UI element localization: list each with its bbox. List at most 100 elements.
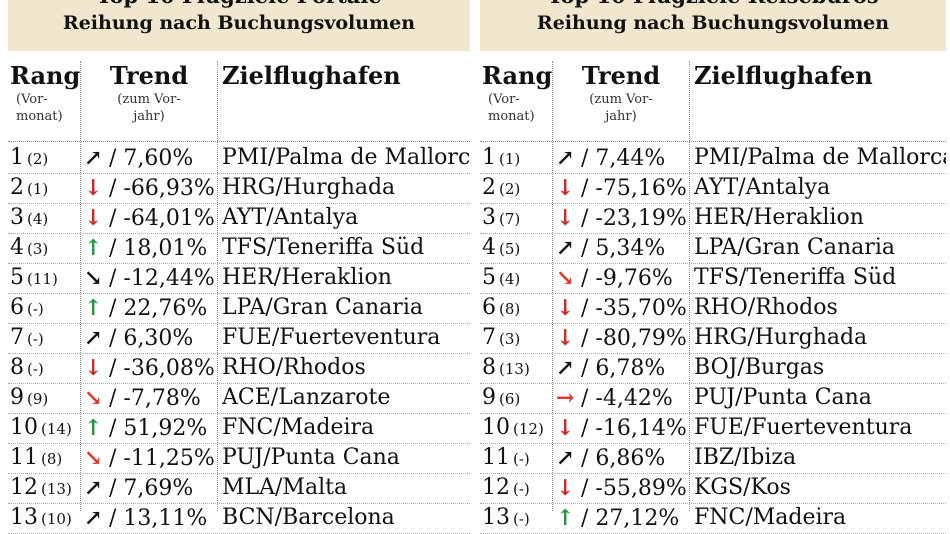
trend-cell: ↓ / -23,19% (556, 203, 689, 233)
rank-cell: 4 (3) (10, 233, 80, 263)
destination-cell: LPA/Gran Canaria (694, 235, 895, 260)
trend-arrow-icon: ↓ (556, 475, 575, 501)
trend-cell: ↘ / -7,78% (84, 383, 217, 413)
rank-cell: 6 (8) (482, 293, 552, 323)
trend-arrow-icon: ↗ (84, 145, 103, 171)
previous-rank: (7) (499, 210, 521, 228)
trend-arrow-icon: ↓ (556, 175, 575, 201)
table-row: 7 (3) ↓ / -80,79% HRG/Hurghada (480, 323, 946, 354)
previous-rank: (10) (41, 510, 72, 528)
trend-cell: ↗ / 5,34% (556, 233, 689, 263)
previous-rank: (-) (27, 330, 44, 348)
destination-cell: FUE/Fuerteventura (694, 415, 913, 440)
rank-cell: 6 (-) (10, 293, 80, 323)
trend-value: / -23,19% (574, 206, 687, 231)
trend-arrow-icon: ↗ (84, 475, 103, 501)
previous-rank: (-) (27, 300, 44, 318)
trend-value: / 7,69% (102, 476, 194, 501)
trend-value: / 13,11% (102, 506, 208, 531)
previous-rank: (1) (27, 180, 49, 198)
previous-rank: (13) (499, 360, 530, 378)
trend-value: / -16,14% (574, 416, 687, 441)
previous-rank: (3) (27, 240, 49, 258)
rank-value: 10 (10, 415, 38, 440)
destination-cell: ACE/Lanzarote (222, 385, 391, 410)
destination-cell: HRG/Hurghada (222, 175, 396, 200)
trend-cell: ↗ / 7,44% (556, 143, 689, 173)
trend-value: / -80,79% (574, 326, 687, 351)
table-row: 5 (4) ↘ / -9,76% TFS/Teneriffa Süd (480, 263, 946, 294)
previous-rank: (1) (499, 150, 521, 168)
previous-rank: (-) (27, 360, 44, 378)
table-row: 4 (5) ↗ / 5,34% LPA/Gran Canaria (480, 233, 946, 264)
previous-rank: (6) (499, 390, 521, 408)
trend-column-header: Trend (zum Vor- jahr) (554, 61, 688, 141)
previous-rank: (13) (41, 480, 72, 498)
destination-cell: TFS/Teneriffa Süd (222, 235, 425, 260)
rank-value: 12 (10, 475, 38, 500)
rank-value: 13 (10, 505, 38, 530)
rank-value: 5 (482, 265, 496, 290)
trend-value: / 6,30% (102, 326, 194, 351)
column-divider (689, 61, 690, 511)
trend-value: / 22,76% (102, 296, 208, 321)
destination-cell: TFS/Teneriffa Süd (694, 265, 897, 290)
trend-header-label: Trend (109, 61, 189, 90)
rank-cell: 12 (13) (10, 473, 80, 503)
trend-cell: ↓ / -75,16% (556, 173, 689, 203)
rank-value: 7 (10, 325, 24, 350)
trend-arrow-icon: ↓ (556, 415, 575, 441)
rank-cell: 9 (9) (10, 383, 80, 413)
trend-cell: ↓ / -36,08% (84, 353, 217, 383)
rank-value: 6 (482, 295, 496, 320)
table-row: 12 (-) ↓ / -55,89% KGS/Kos (480, 473, 946, 504)
trend-cell: ↓ / -66,93% (84, 173, 217, 203)
rank-cell: 10 (14) (10, 413, 80, 443)
table-row: 3 (7) ↓ / -23,19% HER/Heraklion (480, 203, 946, 234)
trend-value: / -35,70% (574, 296, 687, 321)
destination-cell: HER/Heraklion (222, 265, 392, 290)
trend-cell: ↗ / 7,60% (84, 143, 217, 173)
table-row: 11 (-) ↗ / 6,86% IBZ/Ibiza (480, 443, 946, 474)
rank-value: 3 (10, 205, 24, 230)
rank-cell: 12 (-) (482, 473, 552, 503)
trend-cell: ↓ / -35,70% (556, 293, 689, 323)
rank-value: 9 (10, 385, 24, 410)
table-row: 8 (13) ↗ / 6,78% BOJ/Burgas (480, 353, 946, 384)
rank-cell: 7 (-) (10, 323, 80, 353)
trend-arrow-icon: ↗ (84, 505, 103, 531)
trend-header-note: (zum Vor- jahr) (589, 92, 653, 124)
rank-cell: 9 (6) (482, 383, 552, 413)
previous-rank: (-) (513, 510, 530, 528)
trend-arrow-icon: ↓ (556, 205, 575, 231)
table-row: 7 (-) ↗ / 6,30% FUE/Fuerteventura (8, 323, 470, 354)
previous-rank: (-) (513, 450, 530, 468)
rank-cell: 5 (11) (10, 263, 80, 293)
table-row: 5 (11) ↘ / -12,44% HER/Heraklion (8, 263, 470, 294)
rank-cell: 8 (-) (10, 353, 80, 383)
trend-value: / 18,01% (102, 236, 208, 261)
destination-cell: PUJ/Punta Cana (694, 385, 872, 410)
trend-value: / -66,93% (102, 176, 215, 201)
table-title: Top 10 Flugziele Reisebüros (480, 0, 946, 8)
trend-value: / -64,01% (102, 206, 215, 231)
previous-rank: (12) (513, 420, 544, 438)
trend-value: / -12,44% (102, 266, 215, 291)
table-row: 11 (8) ↘ / -11,25% PUJ/Punta Cana (8, 443, 470, 474)
trend-value: / -4,42% (574, 386, 673, 411)
trend-cell: ↑ / 18,01% (84, 233, 217, 263)
rank-value: 8 (10, 355, 24, 380)
trend-value: / -11,25% (102, 446, 215, 471)
rank-cell: 10 (12) (482, 413, 552, 443)
trend-arrow-icon: ↑ (556, 505, 575, 531)
rank-cell: 13 (-) (482, 503, 552, 533)
table-row: 9 (9) ↘ / -7,78% ACE/Lanzarote (8, 383, 470, 414)
table-row: 13 (10) ↗ / 13,11% BCN/Barcelona (8, 503, 470, 534)
previous-rank: (8) (41, 450, 63, 468)
rank-cell: 1 (2) (10, 143, 80, 173)
previous-rank: (3) (499, 330, 521, 348)
trend-cell: ↗ / 6,78% (556, 353, 689, 383)
table-row: 4 (3) ↑ / 18,01% TFS/Teneriffa Süd (8, 233, 470, 264)
table-row: 2 (2) ↓ / -75,16% AYT/Antalya (480, 173, 946, 204)
table-row: 13 (-) ↑ / 27,12% FNC/Madeira (480, 503, 946, 534)
